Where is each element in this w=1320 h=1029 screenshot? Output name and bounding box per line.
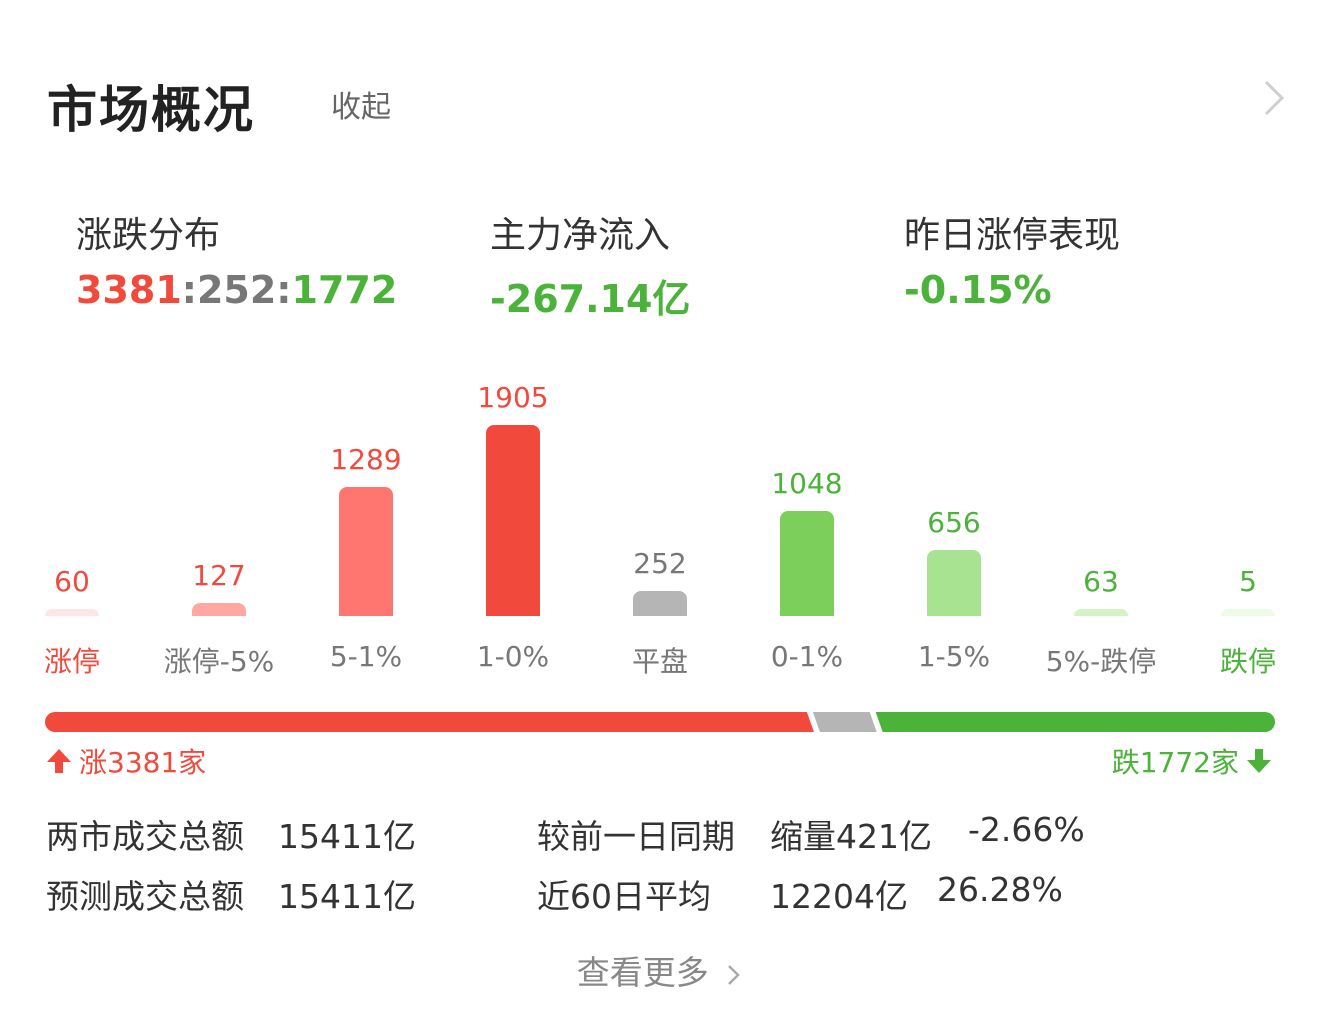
view-more-label: 查看更多 [576,953,709,992]
category-label-8: 跌停 [1219,645,1276,678]
compare-prev-change: 缩量421亿 [770,817,932,856]
avg60-pct: 26.28% [937,870,1063,909]
arrow-up-icon [47,749,71,773]
view-more-link[interactable]: 查看更多 [0,946,1320,994]
bar-4 [633,591,687,616]
ratio-down-segment [875,712,1275,732]
bar-value-label-3: 1905 [477,381,549,414]
bar-value-label-0: 60 [54,565,90,598]
page-title: 市场概况 [47,81,255,139]
chevron-right-icon [728,964,741,985]
up-down-ratio-bar [45,712,1275,732]
compare-prev-pct: -2.66% [968,810,1085,849]
bar-1 [192,603,246,616]
bar-0 [45,609,99,616]
category-label-4: 平盘 [631,645,688,678]
dist-sep1: : [181,268,197,312]
category-label-0: 涨停 [43,645,100,678]
turnover-forecast-value: 15411亿 [278,877,416,916]
category-label-7: 5%-跌停 [1045,645,1157,678]
flow-label: 主力净流入 [490,215,671,256]
distribution-chart: 60 涨停 127 涨停-5% 1289 5-1% 1905 1-0% 252 平盘 1048 0-1… [43,381,1276,678]
category-label-5: 0-1% [770,640,844,673]
down-count-text: 跌1772家 [1111,746,1239,779]
dist-sep2: : [276,268,292,312]
collapse-button[interactable]: 收起 [331,90,391,125]
category-label-1: 涨停-5% [163,645,275,678]
bar-value-label-4: 252 [633,547,687,580]
bar-value-label-2: 1289 [330,443,402,476]
ratio-up-segment [45,712,814,732]
dist-down: 1772 [291,268,398,312]
flow-value: -267.14亿 [490,277,691,321]
arrow-down-icon [1247,749,1271,773]
category-label-3: 1-0% [476,640,550,673]
turnover-forecast-label: 预测成交总额 [46,877,244,916]
chevron-right-icon[interactable] [1258,78,1290,118]
limit-value: -0.15% [904,268,1052,312]
bar-2 [339,487,393,616]
dist-flat: 252 [196,268,277,312]
bar-7 [1074,609,1128,616]
bar-value-label-5: 1048 [771,467,843,500]
up-count-text: 涨3381家 [79,746,207,779]
category-label-2: 5-1% [329,640,403,673]
bar-value-label-6: 656 [927,506,981,539]
category-label-6: 1-5% [917,640,991,673]
limit-label: 昨日涨停表现 [904,215,1121,256]
compare-prev-label: 较前一日同期 [537,817,735,856]
avg60-value: 12204亿 [770,877,908,916]
bar-value-label-7: 63 [1083,565,1119,598]
bar-5 [780,511,834,616]
avg60-label: 近60日平均 [537,877,711,916]
down-count-legend: 跌1772家 [1112,741,1273,781]
turnover-total-label: 两市成交总额 [46,817,244,856]
bar-6 [927,550,981,616]
bar-value-label-8: 5 [1239,565,1257,598]
bar-3 [486,425,540,616]
bar-value-label-1: 127 [192,559,246,592]
up-count-legend: 涨3381家 [45,741,206,781]
dist-up: 3381 [76,268,182,312]
dist-label: 涨跌分布 [76,215,221,256]
bar-8 [1221,609,1275,616]
turnover-total-value: 15411亿 [278,817,416,856]
dist-value: 3381:252:1772 [76,268,397,312]
ratio-flat-segment [812,712,877,732]
